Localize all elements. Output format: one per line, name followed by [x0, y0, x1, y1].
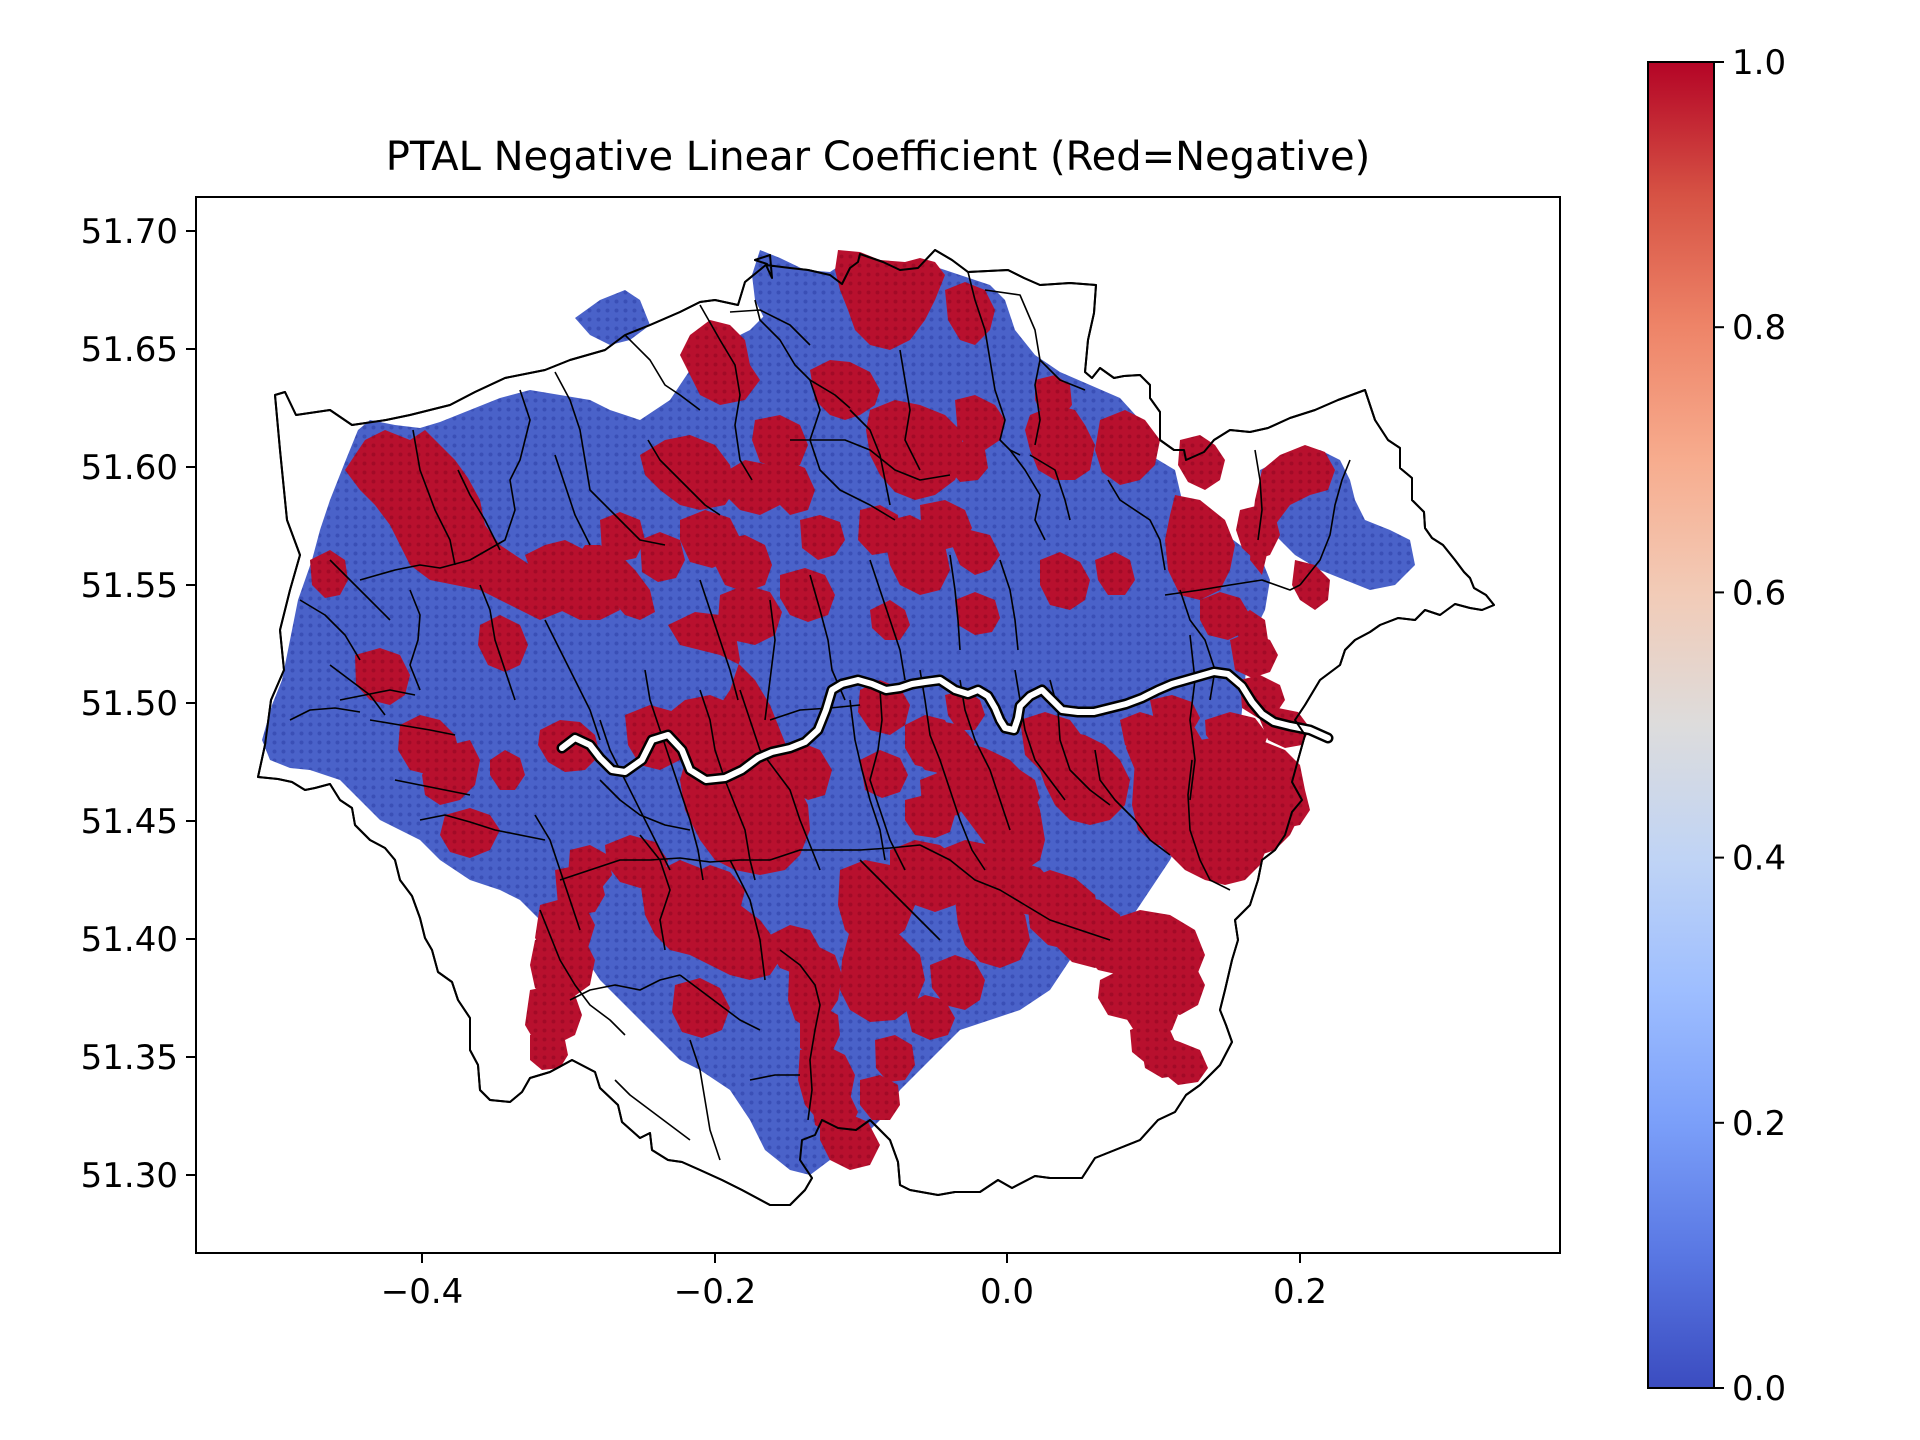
y-tick-label: 51.45 — [81, 802, 178, 842]
y-tick-label: 51.30 — [81, 1156, 178, 1196]
x-tick-label: 0.0 — [980, 1272, 1034, 1312]
y-tick-label: 51.50 — [81, 684, 178, 724]
y-tick-label: 51.40 — [81, 920, 178, 960]
colorbar-tick-label: 0.6 — [1732, 573, 1786, 613]
y-tick-label: 51.65 — [81, 330, 178, 370]
axes-frame — [195, 196, 1561, 1254]
red-cells — [310, 250, 1335, 1170]
x-tick-label: −0.4 — [381, 1272, 464, 1312]
thames — [556, 666, 1334, 786]
y-tick-label: 51.55 — [81, 566, 178, 606]
y-axis: 51.70 51.65 51.60 51.55 51.50 51.45 51.40 51.35… — [81, 212, 196, 1196]
map-title: PTAL Negative Linear Coefficient (Red=Ne… — [386, 134, 1370, 180]
y-tick-label: 51.70 — [81, 212, 178, 252]
colorbar-axis: 0.0 0.2 0.4 0.6 0.8 1.0 — [1714, 43, 1786, 1409]
colorbar-tick-label: 0.0 — [1732, 1369, 1786, 1409]
map-panel — [257, 249, 1495, 1206]
borough-boundaries — [289, 271, 1351, 1161]
y-tick-label: 51.35 — [81, 1038, 178, 1078]
colorbar-tick-label: 1.0 — [1732, 43, 1786, 83]
colorbar-tick-label: 0.4 — [1732, 839, 1786, 879]
colorbar-tick-label: 0.2 — [1732, 1104, 1786, 1144]
x-tick-label: −0.2 — [674, 1272, 757, 1312]
colorbar-tick-label: 0.8 — [1732, 308, 1786, 348]
london-outline-stroke — [257, 249, 1495, 1206]
y-tick-label: 51.60 — [81, 448, 178, 488]
x-axis: −0.4 −0.2 0.0 0.2 — [381, 1253, 1327, 1312]
x-tick-label: 0.2 — [1273, 1272, 1327, 1312]
colorbar — [1647, 61, 1715, 1389]
